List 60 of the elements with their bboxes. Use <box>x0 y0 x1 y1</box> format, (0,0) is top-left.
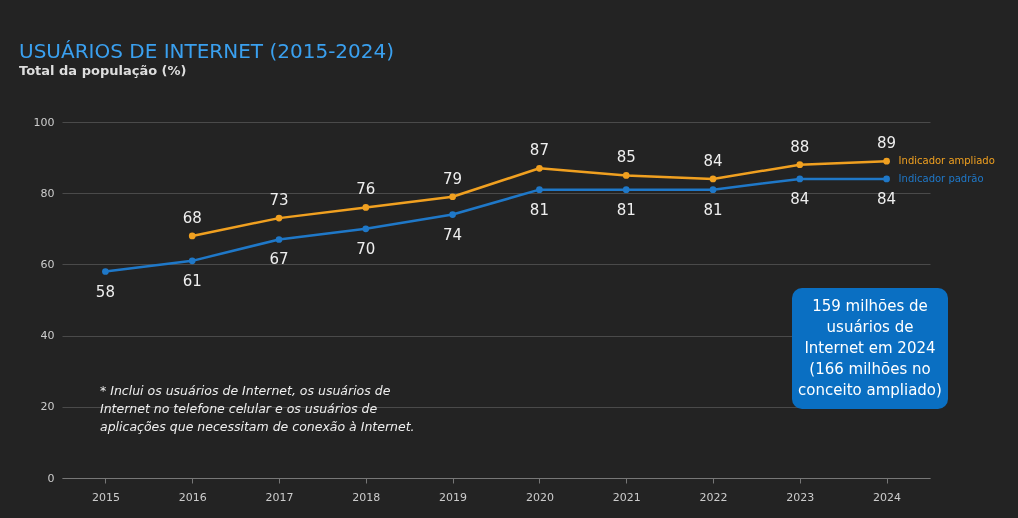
x-tick-label: 2017 <box>265 490 294 504</box>
annotation: 159 milhões de usuários de Internet em 2024 (166 milhões no conceito ampliado) <box>792 288 948 409</box>
point <box>449 211 456 218</box>
annotation: * Inclui os usuários de Internet, os usuários de Internet no telefone celular e os usuários de aplicações que necessitam de conexão à Internet. <box>100 382 416 436</box>
point <box>188 232 196 240</box>
x-tick-label: 2023 <box>786 490 815 504</box>
data-label: 74 <box>443 225 463 244</box>
data-label: 81 <box>703 200 723 219</box>
data-label: 84 <box>790 189 810 208</box>
point <box>536 164 543 172</box>
point <box>622 186 630 193</box>
point <box>883 157 890 165</box>
y-tick-label: 100 <box>33 115 55 129</box>
data-label: 79 <box>443 169 463 188</box>
x-tick-label: 2024 <box>873 490 902 504</box>
data-label: 61 <box>182 271 202 290</box>
point <box>102 268 109 275</box>
x-tick-label: 2020 <box>525 490 554 504</box>
data-label: 84 <box>877 189 897 208</box>
data-label: 81 <box>616 200 636 219</box>
point <box>188 257 196 265</box>
point <box>362 204 370 211</box>
point <box>275 214 283 222</box>
y-tick-label: 20 <box>40 400 55 414</box>
data-label: 73 <box>269 191 289 210</box>
x-tick-label: 2022 <box>699 490 728 504</box>
x-tick-label: 2019 <box>439 490 468 504</box>
x-tick-label: 2021 <box>612 490 641 504</box>
data-label: 88 <box>790 137 810 156</box>
data-label: 67 <box>269 250 289 269</box>
data-label: 89 <box>877 134 897 153</box>
point <box>709 186 717 193</box>
series-label: Indicador ampliado <box>898 155 995 167</box>
point <box>709 175 717 183</box>
y-tick-label: 80 <box>40 186 55 200</box>
point <box>449 193 456 201</box>
point <box>536 186 543 193</box>
point <box>362 225 370 233</box>
data-label: 70 <box>356 239 376 258</box>
chart-subtitle: Total da população (%) <box>19 63 187 78</box>
point <box>622 172 630 179</box>
chart-title: USUÁRIOS DE INTERNET (2015-2024) <box>19 39 395 63</box>
y-tick-label: 40 <box>40 329 55 343</box>
data-label: 87 <box>529 141 549 160</box>
data-label: 85 <box>616 148 636 167</box>
data-label: 58 <box>95 282 115 301</box>
point <box>883 175 890 183</box>
point <box>275 236 283 243</box>
y-tick-label: 0 <box>47 471 55 485</box>
point <box>796 161 804 169</box>
series-label: Indicador padrão <box>898 172 984 184</box>
data-label: 68 <box>182 208 202 227</box>
data-label: 84 <box>703 151 723 170</box>
x-tick-label: 2018 <box>352 490 381 504</box>
x-tick-label: 2016 <box>178 490 207 504</box>
y-tick-label: 60 <box>40 257 55 271</box>
x-tick-label: 2015 <box>91 490 120 504</box>
point <box>796 175 804 183</box>
data-label: 76 <box>356 180 376 199</box>
data-label: 81 <box>529 200 549 219</box>
